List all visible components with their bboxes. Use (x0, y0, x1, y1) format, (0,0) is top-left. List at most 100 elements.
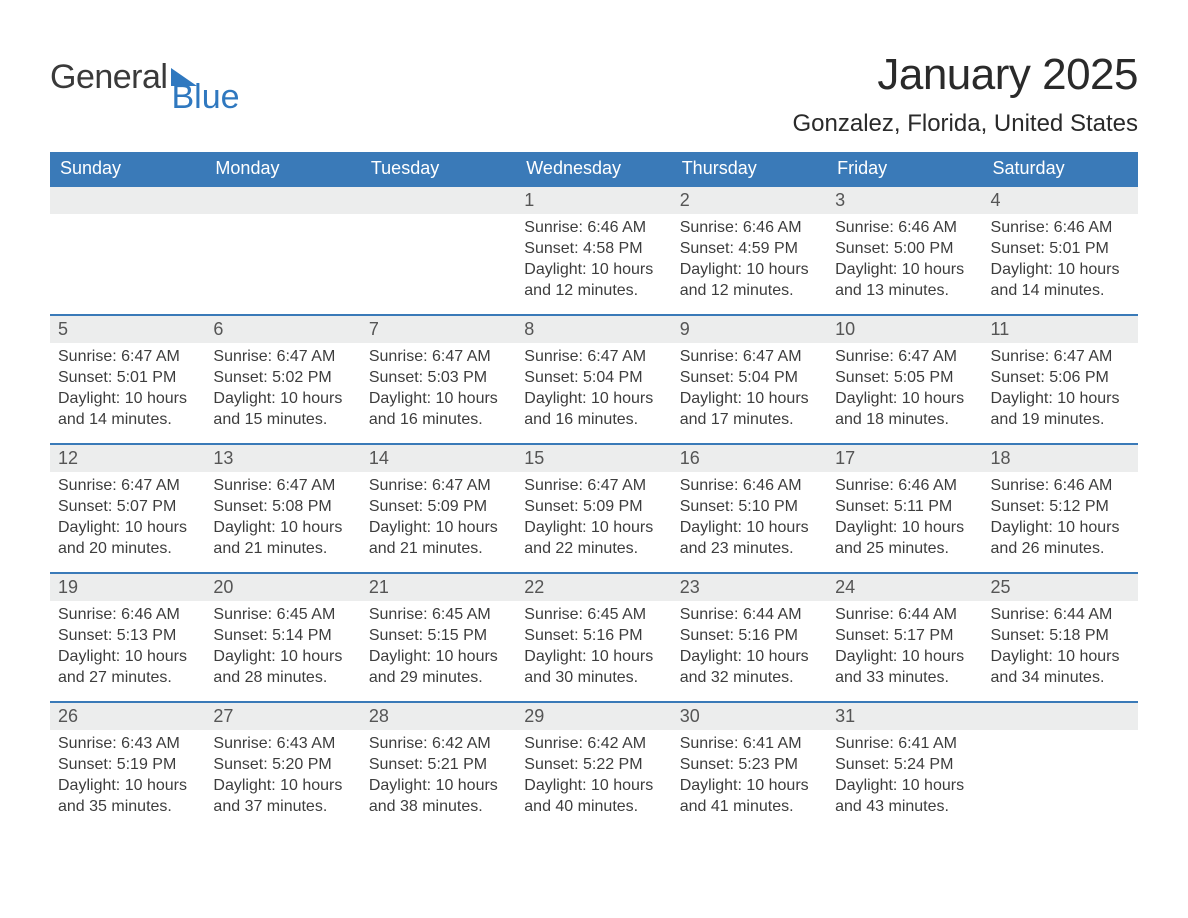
daylight-text: Daylight: 10 hours and 17 minutes. (680, 389, 819, 431)
day-body: Sunrise: 6:47 AMSunset: 5:05 PMDaylight:… (827, 343, 982, 434)
daylight-text: Daylight: 10 hours and 26 minutes. (991, 518, 1130, 560)
calendar-cell: 23 Sunrise: 6:44 AMSunset: 5:16 PMDayligh… (672, 574, 827, 702)
day-number: 26 (50, 703, 205, 730)
sunset-text: Sunset: 5:08 PM (213, 497, 352, 518)
brand-logo: General Blue (50, 50, 268, 94)
calendar-page: General Blue January 2025 Gonzalez, Flor… (0, 0, 1188, 871)
sunrise-text: Sunrise: 6:43 AM (213, 734, 352, 755)
sunset-text: Sunset: 5:19 PM (58, 755, 197, 776)
daylight-text: Daylight: 10 hours and 32 minutes. (680, 647, 819, 689)
sunset-text: Sunset: 5:01 PM (991, 239, 1130, 260)
sunrise-text: Sunrise: 6:46 AM (680, 218, 819, 239)
calendar-cell: 11Sunrise: 6:47 AMSunset: 5:06 PMDayligh… (983, 316, 1138, 444)
day-header: Thursday (672, 152, 827, 187)
daylight-text: Daylight: 10 hours and 43 minutes. (835, 776, 974, 818)
calendar-cell: 22Sunrise: 6:45 AMSunset: 5:16 PMDayligh… (516, 574, 671, 702)
day-number: 5 (50, 316, 205, 343)
sunrise-text: Sunrise: 6:44 AM (680, 605, 819, 626)
sunset-text: Sunset: 5:04 PM (524, 368, 663, 389)
daylight-text: Daylight: 10 hours and 21 minutes. (213, 518, 352, 560)
sunset-text: Sunset: 5:18 PM (991, 626, 1130, 647)
day-body: Sunrise: 6:46 AMSunset: 4:58 PMDaylight:… (516, 214, 671, 305)
sunset-text: Sunset: 5:24 PM (835, 755, 974, 776)
daylight-text: Daylight: 10 hours and 13 minutes. (835, 260, 974, 302)
calendar-cell: 18Sunrise: 6:46 AMSunset: 5:12 PMDayligh… (983, 445, 1138, 573)
calendar-cell (205, 187, 360, 315)
day-number: 20 (205, 574, 360, 601)
day-body: Sunrise: 6:45 AMSunset: 5:14 PMDaylight:… (205, 601, 360, 692)
calendar-cell: 8Sunrise: 6:47 AMSunset: 5:04 PMDaylight… (516, 316, 671, 444)
daylight-text: Daylight: 10 hours and 38 minutes. (369, 776, 508, 818)
calendar-cell: 12Sunrise: 6:47 AMSunset: 5:07 PMDayligh… (50, 445, 205, 573)
day-body: Sunrise: 6:47 AMSunset: 5:04 PMDaylight:… (672, 343, 827, 434)
calendar-cell: 16Sunrise: 6:46 AMSunset: 5:10 PMDayligh… (672, 445, 827, 573)
daylight-text: Daylight: 10 hours and 25 minutes. (835, 518, 974, 560)
sunrise-text: Sunrise: 6:43 AM (58, 734, 197, 755)
sunrise-text: Sunrise: 6:47 AM (991, 347, 1130, 368)
daylight-text: Daylight: 10 hours and 40 minutes. (524, 776, 663, 818)
daylight-text: Daylight: 10 hours and 18 minutes. (835, 389, 974, 431)
calendar-cell (361, 187, 516, 315)
daylight-text: Daylight: 10 hours and 12 minutes. (524, 260, 663, 302)
sunset-text: Sunset: 5:01 PM (58, 368, 197, 389)
calendar-cell: 1Sunrise: 6:46 AMSunset: 4:58 PMDaylight… (516, 187, 671, 315)
sunrise-text: Sunrise: 6:46 AM (58, 605, 197, 626)
sunrise-text: Sunrise: 6:42 AM (524, 734, 663, 755)
sunset-text: Sunset: 5:16 PM (680, 626, 819, 647)
daylight-text: Daylight: 10 hours and 15 minutes. (213, 389, 352, 431)
calendar-cell: 13 Sunrise: 6:47 AMSunset: 5:08 PMDayligh… (205, 445, 360, 573)
daylight-text: Daylight: 10 hours and 41 minutes. (680, 776, 819, 818)
sunset-text: Sunset: 5:09 PM (524, 497, 663, 518)
day-body: Sunrise: 6:43 AMSunset: 5:20 PMDaylight:… (205, 730, 360, 821)
day-number (983, 703, 1138, 730)
sunrise-text: Sunrise: 6:46 AM (524, 218, 663, 239)
day-body: Sunrise: 6:47 AMSunset: 5:09 PMDaylight:… (516, 472, 671, 563)
day-number: 2 (672, 187, 827, 214)
sunrise-text: Sunrise: 6:47 AM (524, 476, 663, 497)
day-body: Sunrise: 6:47 AMSunset: 5:01 PMDaylight:… (50, 343, 205, 434)
day-body: Sunrise: 6:41 AMSunset: 5:24 PMDaylight:… (827, 730, 982, 821)
daylight-text: Daylight: 10 hours and 23 minutes. (680, 518, 819, 560)
calendar-cell: 2 Sunrise: 6:46 AMSunset: 4:59 PMDaylight… (672, 187, 827, 315)
sunset-text: Sunset: 5:20 PM (213, 755, 352, 776)
day-number: 13 (205, 445, 360, 472)
day-body: Sunrise: 6:47 AMSunset: 5:09 PMDaylight:… (361, 472, 516, 563)
sunset-text: Sunset: 5:17 PM (835, 626, 974, 647)
sunrise-text: Sunrise: 6:47 AM (213, 347, 352, 368)
sunrise-text: Sunrise: 6:46 AM (991, 218, 1130, 239)
daylight-text: Daylight: 10 hours and 37 minutes. (213, 776, 352, 818)
daylight-text: Daylight: 10 hours and 22 minutes. (524, 518, 663, 560)
daylight-text: Daylight: 10 hours and 12 minutes. (680, 260, 819, 302)
month-title: January 2025 (792, 50, 1138, 100)
daylight-text: Daylight: 10 hours and 14 minutes. (58, 389, 197, 431)
day-body: Sunrise: 6:44 AMSunset: 5:18 PMDaylight:… (983, 601, 1138, 692)
calendar-cell: 26Sunrise: 6:43 AMSunset: 5:19 PMDayligh… (50, 703, 205, 831)
day-header: Monday (205, 152, 360, 187)
daylight-text: Daylight: 10 hours and 16 minutes. (369, 389, 508, 431)
day-number: 28 (361, 703, 516, 730)
sunset-text: Sunset: 5:07 PM (58, 497, 197, 518)
sunset-text: Sunset: 5:04 PM (680, 368, 819, 389)
sunset-text: Sunset: 5:16 PM (524, 626, 663, 647)
sunset-text: Sunset: 5:13 PM (58, 626, 197, 647)
day-number: 1 (516, 187, 671, 214)
day-number: 3 (827, 187, 982, 214)
day-number: 12 (50, 445, 205, 472)
calendar-cell: 21Sunrise: 6:45 AMSunset: 5:15 PMDayligh… (361, 574, 516, 702)
calendar-cell: 5Sunrise: 6:47 AMSunset: 5:01 PMDaylight… (50, 316, 205, 444)
sunset-text: Sunset: 5:06 PM (991, 368, 1130, 389)
calendar-week: 1Sunrise: 6:46 AMSunset: 4:58 PMDaylight… (50, 187, 1138, 315)
day-number (50, 187, 205, 214)
daylight-text: Daylight: 10 hours and 29 minutes. (369, 647, 508, 689)
sunset-text: Sunset: 5:05 PM (835, 368, 974, 389)
sunrise-text: Sunrise: 6:47 AM (213, 476, 352, 497)
sunrise-text: Sunrise: 6:47 AM (369, 347, 508, 368)
sunset-text: Sunset: 4:59 PM (680, 239, 819, 260)
calendar-cell: 28Sunrise: 6:42 AMSunset: 5:21 PMDayligh… (361, 703, 516, 831)
sunrise-text: Sunrise: 6:47 AM (369, 476, 508, 497)
sunset-text: Sunset: 5:23 PM (680, 755, 819, 776)
daylight-text: Daylight: 10 hours and 20 minutes. (58, 518, 197, 560)
calendar-week: 12Sunrise: 6:47 AMSunset: 5:07 PMDayligh… (50, 445, 1138, 573)
day-number: 23 (672, 574, 827, 601)
day-header: Friday (827, 152, 982, 187)
